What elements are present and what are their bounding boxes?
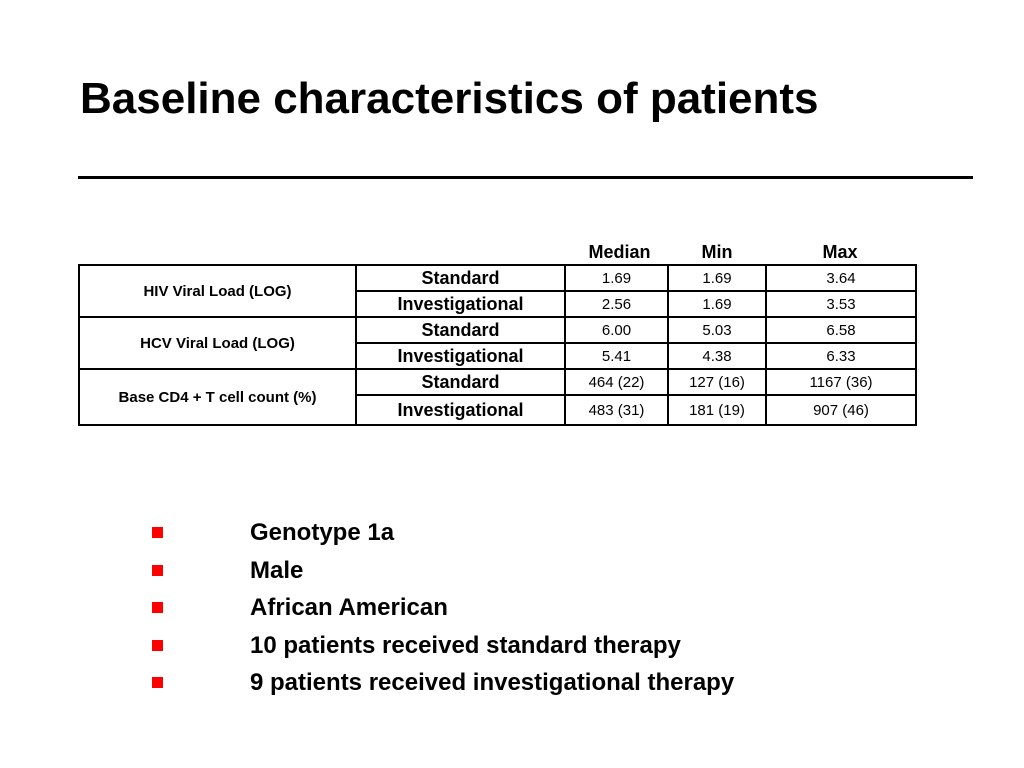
bullet-text: Genotype 1a: [250, 519, 395, 546]
bullet-text: 10 patients received standard therapy: [250, 631, 681, 659]
min-cell: 4.38: [667, 342, 767, 370]
arm-label: Investigational: [355, 394, 566, 426]
arm-label: Investigational: [355, 342, 566, 370]
square-bullet-icon: [152, 527, 163, 538]
column-header-max: Max: [822, 242, 858, 262]
median-cell: 6.00: [564, 316, 669, 344]
table-row: Investigational 5.41 4.38 6.33: [79, 342, 917, 370]
square-bullet-icon: [152, 602, 163, 613]
arm-label: Standard: [355, 264, 566, 292]
max-cell: 3.64: [765, 264, 917, 292]
min-cell: 127 (16): [667, 368, 767, 396]
median-cell: 483 (31): [564, 394, 669, 426]
row-label-hcv-viral-load: HCV Viral Load (LOG): [78, 316, 357, 369]
min-cell: 5.03: [667, 316, 767, 344]
median-cell: 1.69: [564, 264, 669, 292]
table-row: HIV Viral Load (LOG) Standard 1.69 1.69 …: [78, 264, 917, 317]
median-cell: 5.41: [564, 342, 669, 370]
min-cell: 181 (19): [667, 394, 767, 426]
median-cell: 464 (22): [564, 368, 669, 396]
max-cell: 6.58: [765, 316, 917, 344]
arm-label: Investigational: [355, 290, 566, 318]
column-header-min: Min: [701, 242, 733, 262]
column-header-median: Median: [588, 242, 651, 262]
title-divider: [78, 176, 973, 179]
table-row: Investigational 2.56 1.69 3.53: [79, 290, 917, 318]
row-label-cd4-count: Base CD4 + T cell count (%): [78, 368, 357, 426]
arm-label: Standard: [355, 368, 566, 396]
min-cell: 1.69: [667, 290, 767, 318]
max-cell: 1167 (36): [765, 368, 917, 396]
max-cell: 907 (46): [765, 394, 917, 426]
bullet-text: 9 patients received investigational ther…: [250, 669, 735, 696]
table-row: Investigational 483 (31) 181 (19) 907 (4…: [79, 394, 917, 426]
max-cell: 6.33: [765, 342, 917, 370]
bullet-text: Male: [250, 556, 304, 584]
arm-label: Standard: [355, 316, 566, 344]
bullet-text: African American: [250, 594, 448, 621]
baseline-table: HIV Viral Load (LOG) Standard 1.69 1.69 …: [78, 264, 917, 426]
max-cell: 3.53: [765, 290, 917, 318]
slide-title: Baseline characteristics of patients: [80, 74, 819, 123]
table-row: HCV Viral Load (LOG) Standard 6.00 5.03 …: [78, 316, 917, 369]
row-label-hiv-viral-load: HIV Viral Load (LOG): [78, 264, 357, 317]
square-bullet-icon: [152, 639, 163, 651]
min-cell: 1.69: [667, 264, 767, 292]
square-bullet-icon: [152, 677, 163, 688]
table-row: Base CD4 + T cell count (%) Standard 464…: [78, 368, 917, 426]
median-cell: 2.56: [564, 290, 669, 318]
square-bullet-icon: [152, 564, 163, 576]
